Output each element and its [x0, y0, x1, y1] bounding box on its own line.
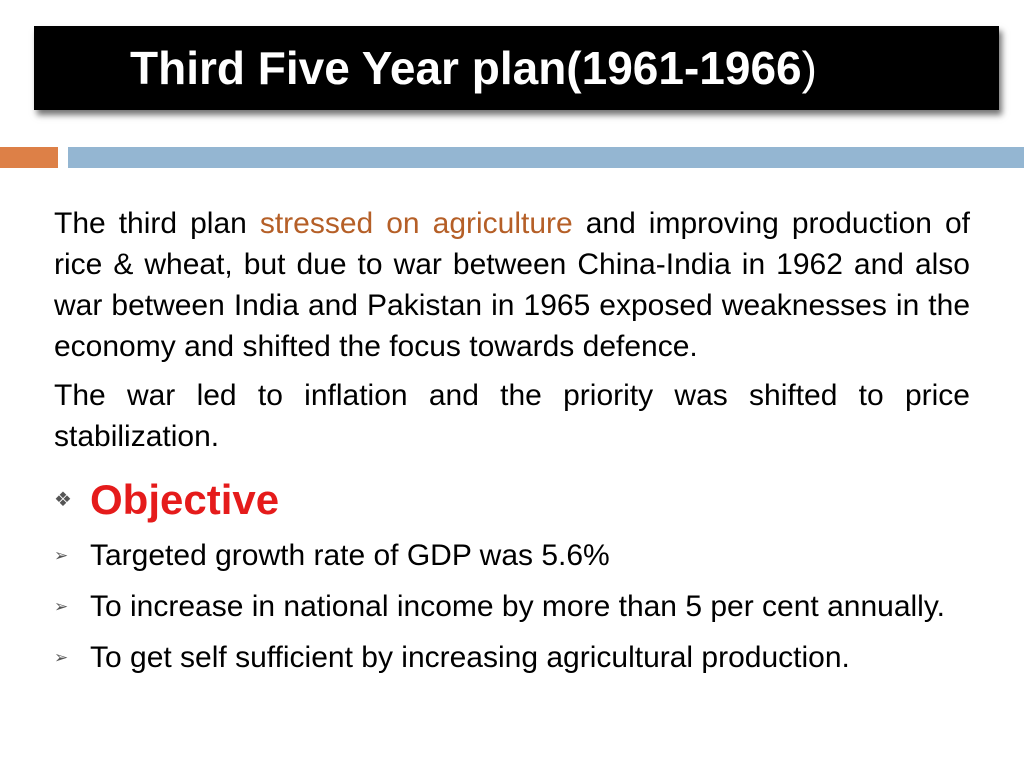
paragraph-intro-start: The third plan [54, 207, 260, 240]
list-item-text: Targeted growth rate of GDP was 5.6% [90, 539, 610, 572]
list-item-text: To get self sufficient by increasing agr… [90, 641, 850, 674]
paragraph-intro: The third plan stressed on agriculture a… [54, 203, 970, 367]
paragraph-war: The war led to inflation and the priorit… [54, 379, 970, 453]
arrow-bullet-icon: ➢ [54, 597, 69, 616]
objective-heading: Objective [90, 476, 280, 523]
slide-title-close: ) [801, 42, 817, 94]
diamond-bullet-icon: ❖ [54, 489, 72, 511]
slide-title-main: Third Five Year plan(1961-1966 [130, 42, 802, 94]
paragraph-intro-highlight: stressed on agriculture [259, 207, 573, 240]
accent-bar-orange [0, 147, 58, 168]
objective-heading-row: ❖ Objective [54, 475, 970, 525]
arrow-bullet-icon: ➢ [54, 648, 69, 667]
list-item: ➢ Targeted growth rate of GDP was 5.6% [54, 535, 970, 576]
paragraph-intro-end: and improving production of rice & wheat… [54, 207, 970, 363]
list-item: ➢ To get self sufficient by increasing a… [54, 637, 970, 678]
list-item-text: To increase in national income by more t… [90, 590, 945, 623]
title-bar: Third Five Year plan(1961-1966) [34, 26, 999, 110]
slide-body: The third plan stressed on agriculture a… [54, 203, 970, 678]
slide-title: Third Five Year plan(1961-1966) [130, 45, 817, 91]
accent-bar-blue [68, 147, 1024, 168]
arrow-bullet-icon: ➢ [54, 546, 69, 565]
list-item: ➢ To increase in national income by more… [54, 586, 970, 627]
